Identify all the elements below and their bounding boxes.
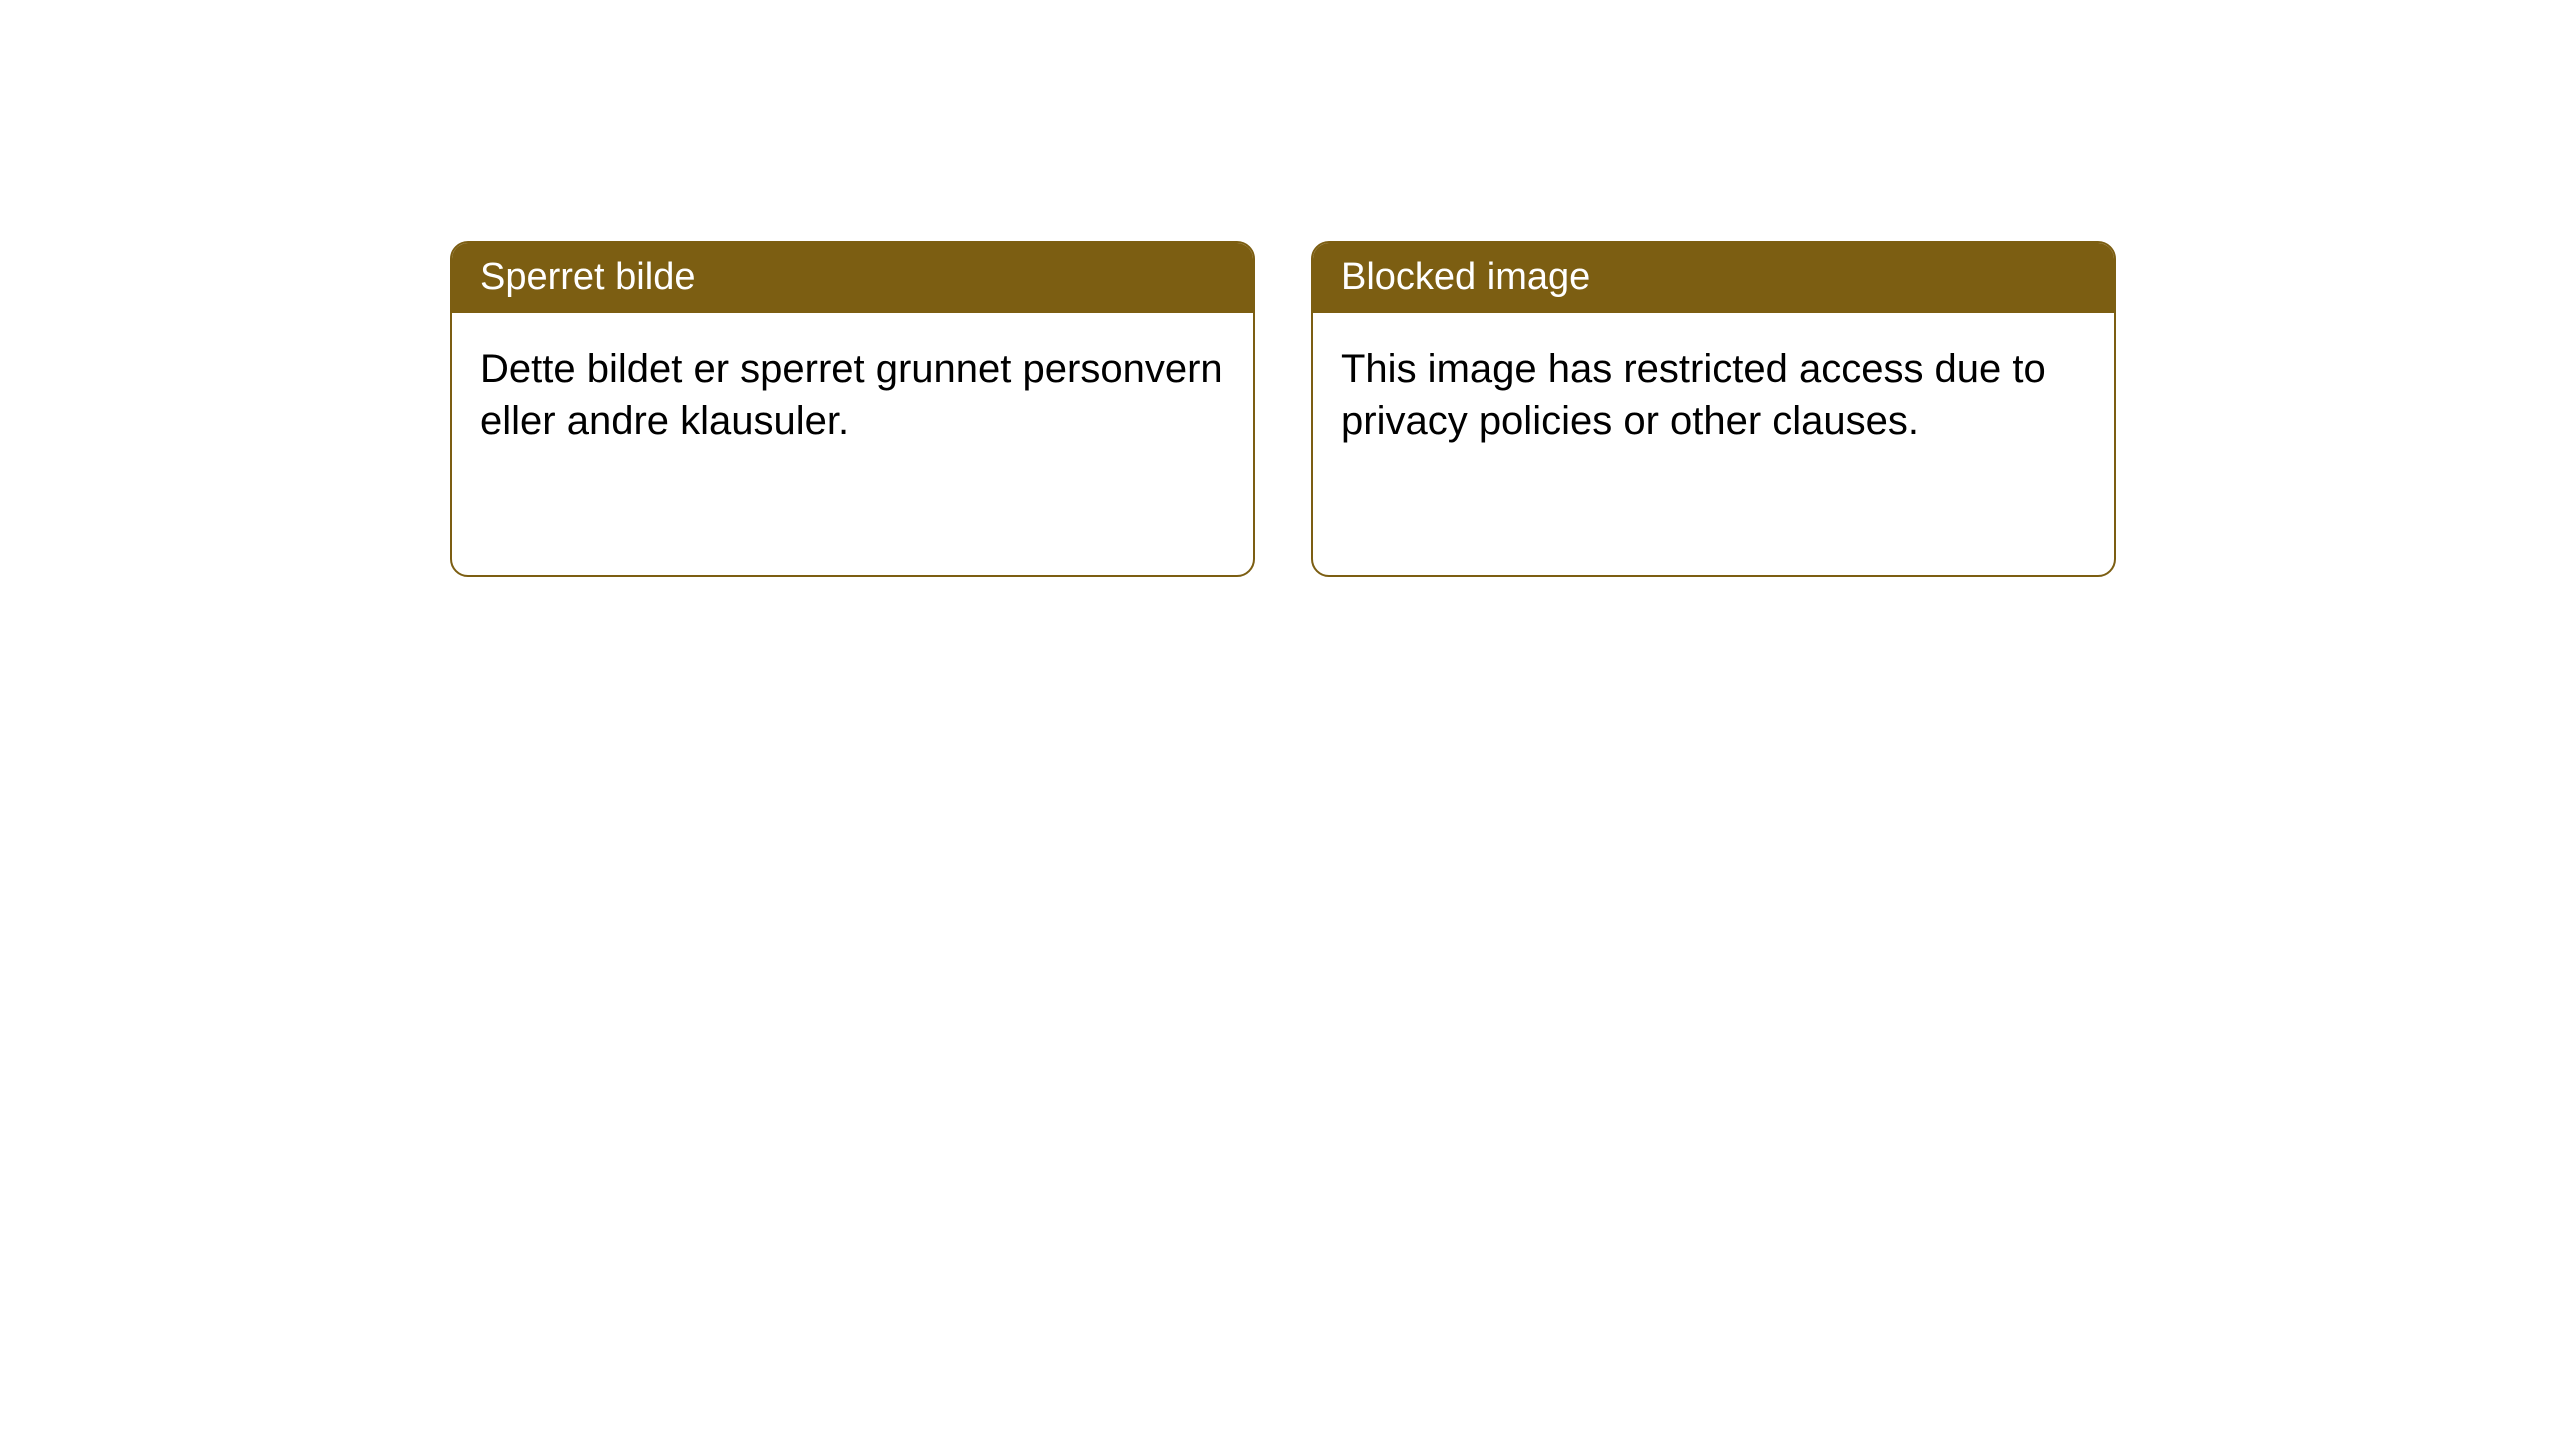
card-header: Blocked image bbox=[1313, 243, 2114, 313]
card-body: Dette bildet er sperret grunnet personve… bbox=[452, 313, 1253, 479]
notice-cards-container: Sperret bilde Dette bildet er sperret gr… bbox=[450, 241, 2116, 577]
card-body: This image has restricted access due to … bbox=[1313, 313, 2114, 479]
card-title: Blocked image bbox=[1341, 256, 1590, 298]
blocked-image-card-english: Blocked image This image has restricted … bbox=[1311, 241, 2116, 577]
card-title: Sperret bilde bbox=[480, 256, 695, 298]
card-body-text: This image has restricted access due to … bbox=[1341, 347, 2046, 444]
blocked-image-card-norwegian: Sperret bilde Dette bildet er sperret gr… bbox=[450, 241, 1255, 577]
card-header: Sperret bilde bbox=[452, 243, 1253, 313]
card-body-text: Dette bildet er sperret grunnet personve… bbox=[480, 347, 1223, 444]
